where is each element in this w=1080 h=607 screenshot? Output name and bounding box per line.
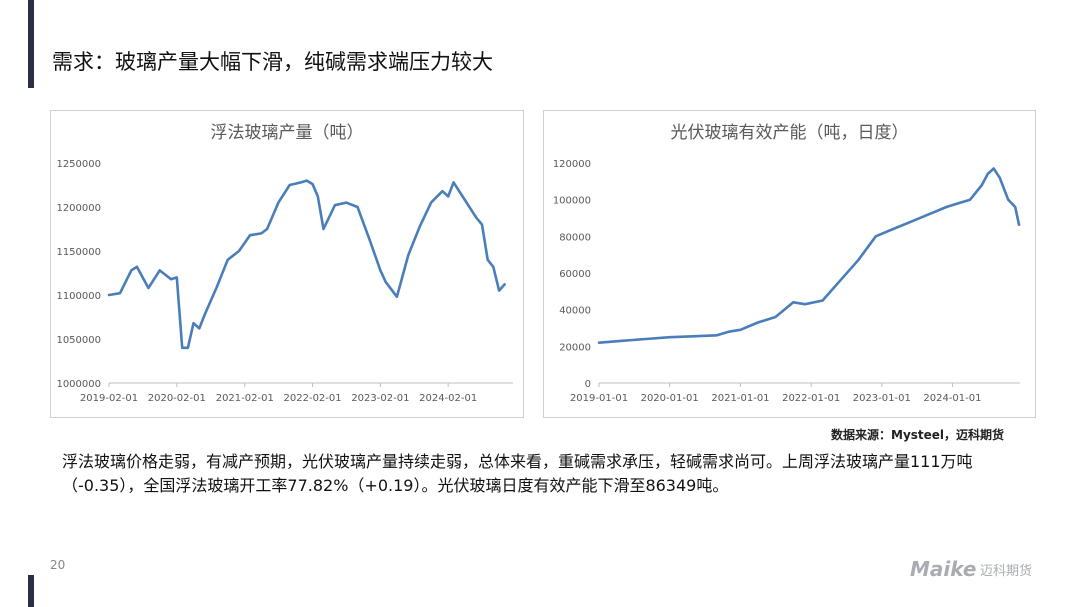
float-glass-y-tick-label: 1250000: [56, 159, 101, 170]
float-glass-x-tick-label: 2020-02-01: [148, 393, 206, 404]
float-glass-y-tick-label: 1000000: [56, 379, 101, 390]
pv-glass-y-tick-label: 120000: [553, 159, 591, 170]
float-glass-y-tick-label: 1100000: [56, 291, 101, 302]
pv-glass-series-line: [597, 167, 1021, 344]
float-glass-y-tick-label: 1150000: [56, 247, 101, 258]
pv-glass-x-tick-label: 2024-01-01: [923, 393, 981, 404]
accent-bar-bottom: [28, 575, 34, 607]
pv-glass-x-tick-label: 2022-01-01: [782, 393, 840, 404]
float-glass-x-tick-label: 2021-02-01: [216, 393, 274, 404]
float-glass-y-tick-label: 1200000: [56, 203, 101, 214]
float-glass-output-svg: 浮法玻璃产量（吨） 1000000 1050000 1100000 1150000 120…: [56, 123, 513, 404]
pv-glass-y-tick-label: 80000: [559, 232, 591, 243]
logo-cn-text: 迈科期货: [980, 563, 1032, 579]
float-glass-x-tick-label: 2023-02-01: [351, 393, 409, 404]
pv-glass-y-tick-label: 60000: [559, 269, 591, 280]
pv-glass-y-tick-label: 100000: [553, 196, 591, 207]
logo-brand-text: Maike: [910, 557, 976, 581]
pv-glass-capacity-chart: 光伏玻璃有效产能（吨，日度） 0 20000 40000 60000 80000 10000…: [543, 110, 1036, 418]
accent-bar-top: [28, 0, 34, 88]
slide-title: 需求：玻璃产量大幅下滑，纯碱需求端压力较大: [52, 50, 493, 74]
pv-glass-y-tick-label: 0: [585, 379, 591, 390]
pv-glass-x-tick-label: 2023-01-01: [853, 393, 911, 404]
pv-glass-capacity-svg: 光伏玻璃有效产能（吨，日度） 0 20000 40000 60000 80000 10000…: [553, 123, 1021, 404]
summary-paragraph: 浮法玻璃价格走弱，有减产预期，光伏玻璃产量持续走弱，总体来看，重碱需求承压，轻碱…: [62, 452, 973, 495]
float-glass-x-tick-label: 2022-02-01: [284, 393, 342, 404]
page-number: 20: [50, 558, 66, 572]
pv-glass-x-tick-label: 2021-01-01: [711, 393, 769, 404]
float-glass-output-chart: 浮法玻璃产量（吨） 1000000 1050000 1100000 1150000 120…: [50, 110, 524, 418]
pv-glass-x-tick-label: 2019-01-01: [570, 393, 628, 404]
pv-glass-x-tick-label: 2020-01-01: [641, 393, 699, 404]
data-source-note: 数据来源：Mysteel，迈科期货: [831, 428, 1005, 442]
pv-glass-chart-title: 光伏玻璃有效产能（吨，日度）: [671, 123, 909, 143]
pv-glass-y-tick-label: 20000: [559, 342, 591, 353]
float-glass-chart-title: 浮法玻璃产量（吨）: [211, 123, 364, 143]
pv-glass-y-tick-label: 40000: [559, 306, 591, 317]
float-glass-x-tick-label: 2019-02-01: [80, 393, 138, 404]
float-glass-y-tick-label: 1050000: [56, 335, 101, 346]
float-glass-series-line: [107, 179, 506, 350]
float-glass-x-tick-label: 2024-02-01: [419, 393, 477, 404]
maike-logo: Maike 迈科期货: [910, 557, 1032, 581]
